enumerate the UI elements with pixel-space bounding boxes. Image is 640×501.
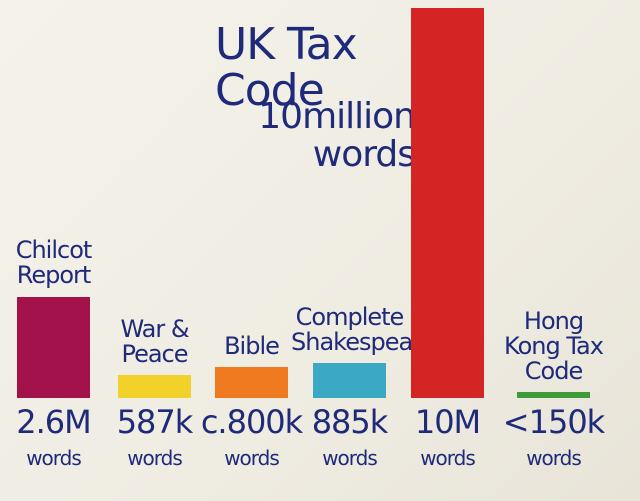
bar [517, 392, 590, 398]
value-label: c.800k [200, 403, 303, 441]
bar [313, 363, 386, 398]
bar [411, 8, 484, 398]
category-label: UK Tax Code [215, 19, 358, 117]
unit-label: words [526, 446, 582, 470]
bar [17, 296, 90, 398]
category-label: Bible [224, 331, 280, 360]
value-label: 587k [116, 403, 194, 441]
category-label: Chilcot Report [15, 236, 93, 290]
unit-label: words [224, 446, 280, 470]
unit-label: words [26, 446, 82, 470]
bar [215, 366, 288, 398]
annotation: 10million words [258, 96, 416, 175]
bar [118, 375, 191, 398]
unit-label: words [322, 446, 378, 470]
category-label: Hong Kong Tax Code [504, 306, 604, 385]
unit-label: words [127, 446, 183, 470]
value-label: 885k [311, 403, 389, 441]
value-label: <150k [502, 403, 605, 441]
category-label: War & Peace [120, 314, 189, 368]
unit-label: words [420, 446, 476, 470]
category-label: Complete Shakespeare [291, 303, 435, 357]
value-label: 10M [414, 403, 481, 441]
value-label: 2.6M [16, 403, 92, 441]
